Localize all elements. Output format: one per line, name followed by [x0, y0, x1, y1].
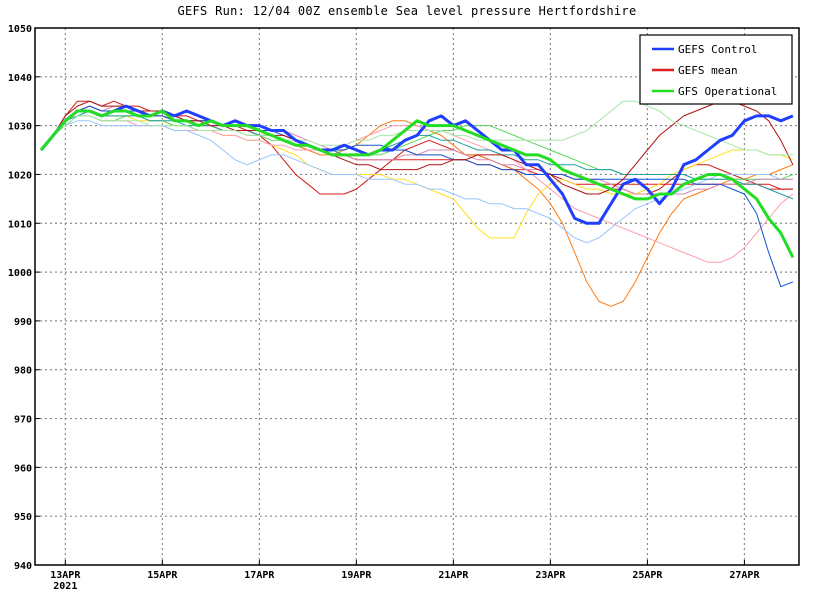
x-tick-label: 25APR [632, 570, 663, 581]
x-tick-label: 17APR [244, 570, 275, 581]
ensemble-member-line [40, 120, 793, 244]
y-tick-label: 970 [14, 415, 32, 426]
x-tick-label: 27APR [729, 570, 760, 581]
axis-ticks: 940 950 960 970 980 990 1000 1010 1020 1030 1040 10… [8, 24, 761, 592]
y-tick-label: 1040 [8, 73, 32, 84]
x-tick-label: 15APR [147, 570, 178, 581]
legend-label: GEFS mean [678, 64, 738, 77]
y-tick-label: 950 [14, 512, 32, 523]
series-line-gfs-operational [39, 109, 795, 259]
ensemble-member-line [40, 100, 793, 156]
x-tick-label: 13APR [50, 570, 81, 581]
grid [35, 28, 799, 565]
y-tick-label: 1020 [8, 170, 32, 181]
y-tick-label: 990 [14, 317, 32, 328]
series-layer [39, 100, 795, 307]
y-tick-label: 1050 [8, 24, 32, 35]
legend-label: GEFS Control [678, 43, 757, 56]
ensemble-member-line [40, 105, 794, 288]
y-tick-label: 940 [14, 561, 32, 572]
y-tick-label: 960 [14, 463, 32, 474]
chart-title: GEFS Run: 12/04 00Z ensemble Sea level p… [177, 4, 637, 18]
y-tick-label: 1010 [8, 219, 32, 230]
x-tick-label: 23APR [535, 570, 566, 581]
legend-label: GFS Operational [678, 85, 777, 98]
x-year-label: 2021 [53, 581, 77, 592]
y-tick-label: 1000 [8, 268, 32, 279]
x-tick-label: 21APR [438, 570, 469, 581]
x-tick-label: 19APR [341, 570, 372, 581]
y-tick-label: 980 [14, 366, 32, 377]
plot-frame [34, 27, 800, 566]
y-tick-label: 1030 [8, 122, 32, 133]
legend: GEFS Control GEFS mean GFS Operational [639, 34, 793, 105]
